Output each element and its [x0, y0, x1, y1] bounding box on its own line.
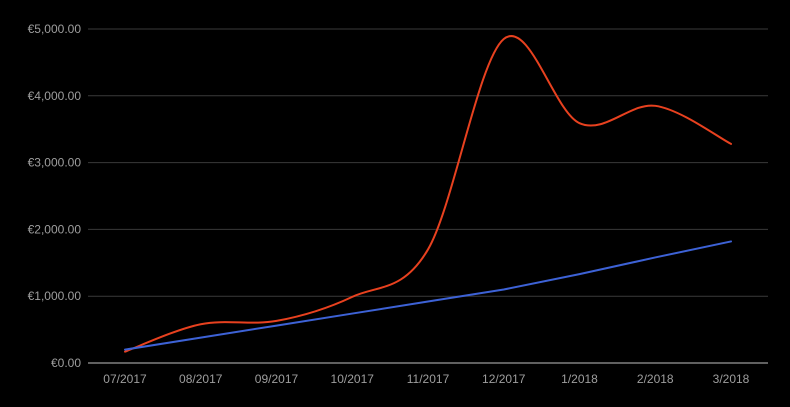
- y-tick-label: €4,000.00: [28, 89, 82, 103]
- series-line-2: [124, 240, 732, 351]
- x-tick-label: 12/2017: [482, 372, 526, 386]
- x-tick-label: 07/2017: [103, 372, 147, 386]
- x-tick-label: 09/2017: [255, 372, 299, 386]
- gridlines: [88, 28, 768, 297]
- x-tick-label: 2/2018: [637, 372, 674, 386]
- x-tick-label: 3/2018: [713, 372, 750, 386]
- y-tick-label: €2,000.00: [28, 222, 82, 236]
- series-line-1: [124, 35, 732, 353]
- x-tick-label: 11/2017: [407, 372, 450, 386]
- x-tick-label: 10/2017: [331, 372, 375, 386]
- y-tick-label: €0.00: [51, 356, 81, 370]
- x-tick-label: 1/2018: [561, 372, 598, 386]
- y-tick-label: €5,000.00: [28, 22, 82, 36]
- series-group: [124, 35, 732, 353]
- y-axis-labels: €0.00 €1,000.00 €2,000.00 €3,000.00 €4,000.0…: [28, 22, 82, 370]
- y-tick-label: €3,000.00: [28, 156, 82, 170]
- x-tick-label: 08/2017: [179, 372, 223, 386]
- y-tick-label: €1,000.00: [28, 289, 82, 303]
- x-axis-labels: 07/2017 08/2017 09/2017 10/2017 11/2017 12/20…: [103, 372, 749, 386]
